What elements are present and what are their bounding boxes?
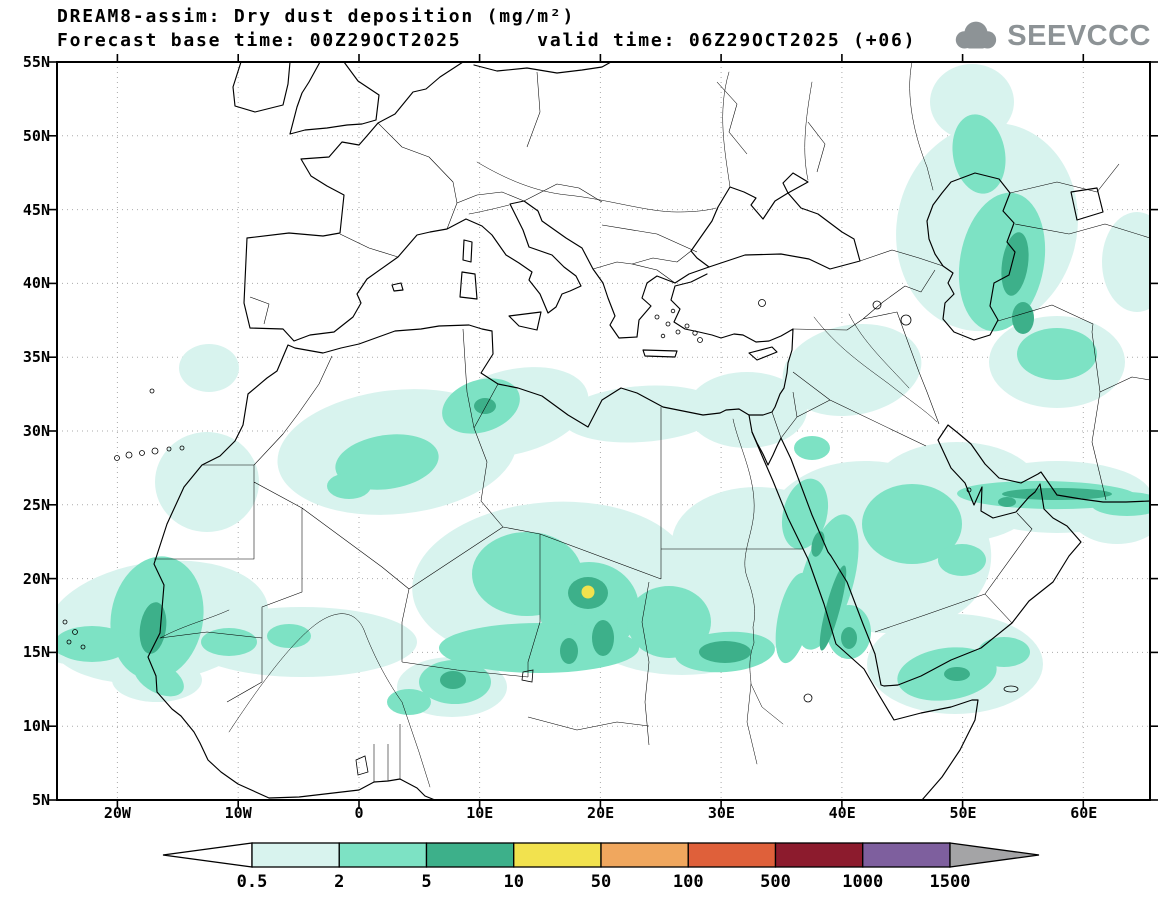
legend-segment-2 xyxy=(338,842,428,868)
lon-label-60E: 60E xyxy=(1070,804,1098,822)
lat-label-35N: 35N xyxy=(22,348,50,367)
rivers xyxy=(159,62,938,788)
lat-label-15N: 15N xyxy=(22,643,50,662)
legend-tick-1000: 1000 xyxy=(842,872,884,892)
legend-arrow-above-max xyxy=(949,842,1040,868)
lon-label-0: 0 xyxy=(354,804,364,822)
legend-segment-100 xyxy=(687,842,777,868)
dust-deposition-field xyxy=(57,64,1150,717)
legend-tick-0.5: 0.5 xyxy=(236,872,268,892)
country-borders xyxy=(154,71,1150,782)
legend-tick-5: 5 xyxy=(421,872,432,892)
legend-tick-1500: 1500 xyxy=(929,872,971,892)
island-corsica xyxy=(462,239,473,263)
legend-segment-0.5 xyxy=(251,842,340,868)
coastline-caspian-sea xyxy=(926,172,1016,341)
island-sardinia xyxy=(459,271,478,300)
legend-segment-5 xyxy=(425,842,515,868)
axis-ticks xyxy=(49,54,1158,808)
lat-label-55N: 55N xyxy=(22,53,50,71)
lat-label-45N: 45N xyxy=(22,200,50,219)
legend-tick-10: 10 xyxy=(503,872,524,892)
legend-tick-100: 100 xyxy=(672,872,704,892)
legend-tick-2: 2 xyxy=(334,872,345,892)
lat-label-10N: 10N xyxy=(22,717,50,736)
lat-label-5N: 5N xyxy=(31,791,50,809)
legend-segment-50 xyxy=(600,842,689,868)
islands-and-lakes xyxy=(62,299,1019,776)
island-mallorca xyxy=(391,282,404,292)
lon-label-20W: 20W xyxy=(103,804,131,822)
lon-label-30E: 30E xyxy=(707,804,735,822)
island-cyprus xyxy=(748,346,778,361)
lake-aral xyxy=(1070,187,1104,221)
color-legend-bar xyxy=(162,842,1040,868)
legend-arrow-below-min xyxy=(162,842,253,868)
lat-label-40N: 40N xyxy=(22,274,50,293)
legend-tick-50: 50 xyxy=(590,872,612,892)
island-sicily xyxy=(508,311,542,331)
legend-tick-500: 500 xyxy=(760,872,791,892)
map-frame xyxy=(56,61,1151,801)
cloud-icon xyxy=(956,21,997,49)
chart-subtitle: Forecast base time: 00Z29OCT2025 valid t… xyxy=(57,30,917,51)
lon-label-50E: 50E xyxy=(949,804,977,822)
island-crete xyxy=(642,349,678,358)
coastlines xyxy=(147,62,1150,800)
lon-label-10E: 10E xyxy=(466,804,494,822)
legend-segment-1000 xyxy=(862,842,951,868)
lon-label-20E: 20E xyxy=(587,804,615,822)
lon-label-40E: 40E xyxy=(828,804,856,822)
seevccc-logo: SEEVCCC xyxy=(950,18,1151,54)
chart-title: DREAM8-assim: Dry dust deposition (mg/m²… xyxy=(57,6,576,27)
lon-label-10W: 10W xyxy=(224,804,252,822)
legend-segment-500 xyxy=(774,842,864,868)
coastline-ireland xyxy=(232,62,291,113)
coastline-baltic xyxy=(473,62,612,74)
coastline-arabia xyxy=(751,424,1150,687)
lat-label-30N: 30N xyxy=(22,422,50,440)
map-canvas xyxy=(49,54,1158,808)
logo-text: SEEVCCC xyxy=(1007,19,1151,52)
coastline-black-sea xyxy=(690,172,861,270)
coastline-africa-north xyxy=(147,273,794,800)
coastline-britain xyxy=(289,62,380,135)
lat-label-20N: 20N xyxy=(22,569,50,588)
lat-label-25N: 25N xyxy=(22,495,50,514)
coastline-redsea-horn xyxy=(748,414,979,800)
coastline-europe xyxy=(243,62,710,342)
legend-segment-10 xyxy=(513,842,602,868)
lat-label-50N: 50N xyxy=(22,126,50,145)
